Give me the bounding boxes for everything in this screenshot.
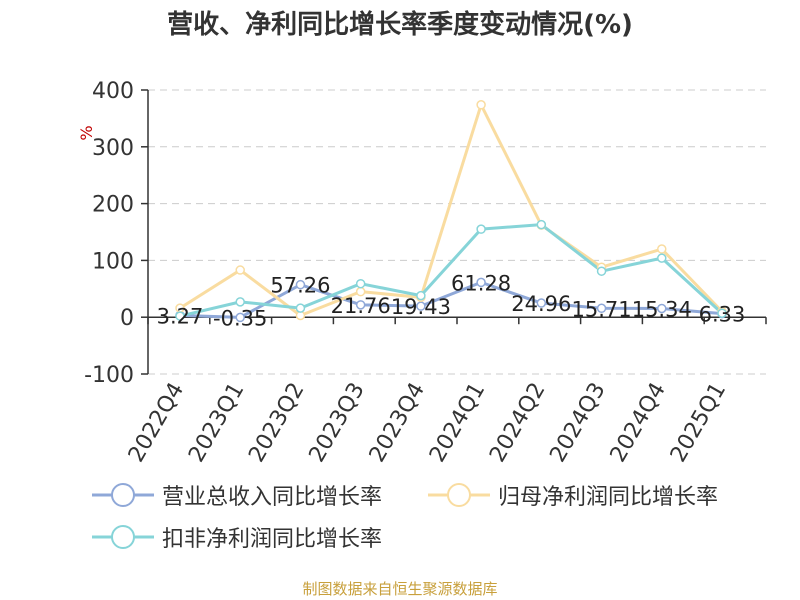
data-label: 6.33 xyxy=(699,303,746,327)
data-label: 24.96 xyxy=(511,292,571,316)
legend-marker-icon xyxy=(92,525,154,549)
data-point xyxy=(295,303,306,313)
x-tick-label: 2023Q1 xyxy=(184,379,249,467)
x-tick-label: 2024Q4 xyxy=(606,379,671,467)
x-tick-label: 2024Q1 xyxy=(425,378,490,466)
x-tick-label: 2023Q4 xyxy=(365,379,430,467)
data-point xyxy=(476,277,486,288)
series-line xyxy=(179,280,723,319)
data-point xyxy=(536,298,547,308)
data-point xyxy=(657,244,667,254)
grid-lines xyxy=(148,89,766,375)
data-label: -0.35 xyxy=(213,306,267,330)
data-point xyxy=(235,297,245,307)
legend-item[interactable]: 扣非净利润同比增长率 xyxy=(92,521,382,553)
data-point xyxy=(657,303,667,314)
data-label: 19.43 xyxy=(391,295,451,319)
data-point xyxy=(355,278,366,289)
series-line xyxy=(179,223,724,318)
data-point xyxy=(657,253,667,263)
data-point xyxy=(536,219,547,230)
y-tick-label: 200 xyxy=(92,193,134,218)
data-point xyxy=(416,301,426,311)
data-point xyxy=(235,312,245,323)
y-tick-label: 0 xyxy=(120,306,134,331)
data-point xyxy=(295,279,306,290)
data-label: 15.34 xyxy=(632,297,692,321)
x-tick-label: 2025Q1 xyxy=(666,379,731,467)
legend-item[interactable]: 营业总收入同比增长率 xyxy=(92,479,382,511)
y-tick-label: 100 xyxy=(92,249,134,274)
legend-label: 营业总收入同比增长率 xyxy=(162,485,383,510)
data-point xyxy=(175,311,185,321)
data-point xyxy=(235,265,245,275)
x-tick-label: 2024Q2 xyxy=(485,379,550,467)
data-label: 3.27 xyxy=(157,304,204,328)
legend-label: 扣非净利润同比增长率 xyxy=(162,527,383,552)
axes: -1000100200300400%2022Q42023Q12023Q22023… xyxy=(77,79,767,467)
data-point xyxy=(476,224,486,234)
data-point xyxy=(717,308,727,318)
legend-marker-icon xyxy=(428,483,490,507)
y-tick-label: 400 xyxy=(92,79,134,104)
legend-label: 归母净利润同比增长率 xyxy=(498,485,719,510)
series-lines xyxy=(179,103,724,319)
legend-item[interactable]: 归母净利润同比增长率 xyxy=(428,479,718,511)
data-label: 15.71 xyxy=(571,297,631,321)
x-tick-label: 2024Q3 xyxy=(545,379,610,467)
data-label: 57.26 xyxy=(270,274,330,298)
x-tick-label: 2023Q3 xyxy=(305,379,370,467)
data-label: 61.28 xyxy=(451,271,511,295)
x-tick-label: 2023Q2 xyxy=(244,379,309,467)
data-point xyxy=(596,303,607,314)
series-line xyxy=(179,103,724,317)
y-axis-label: % xyxy=(77,125,96,140)
x-tick-label: 2022Q4 xyxy=(124,379,189,467)
y-tick-label: -100 xyxy=(84,363,134,388)
data-point xyxy=(416,290,426,301)
data-point xyxy=(476,100,486,110)
chart-title: 营收、净利同比增长率季度变动情况(%) xyxy=(167,10,633,40)
data-point xyxy=(596,266,607,276)
data-label: 21.76 xyxy=(331,294,391,318)
y-tick-label: 300 xyxy=(92,136,134,161)
source-note: 制图数据来自恒生聚源数据库 xyxy=(302,580,498,598)
data-point xyxy=(355,300,366,310)
series-points xyxy=(175,100,727,323)
legend-marker-icon xyxy=(92,483,154,507)
